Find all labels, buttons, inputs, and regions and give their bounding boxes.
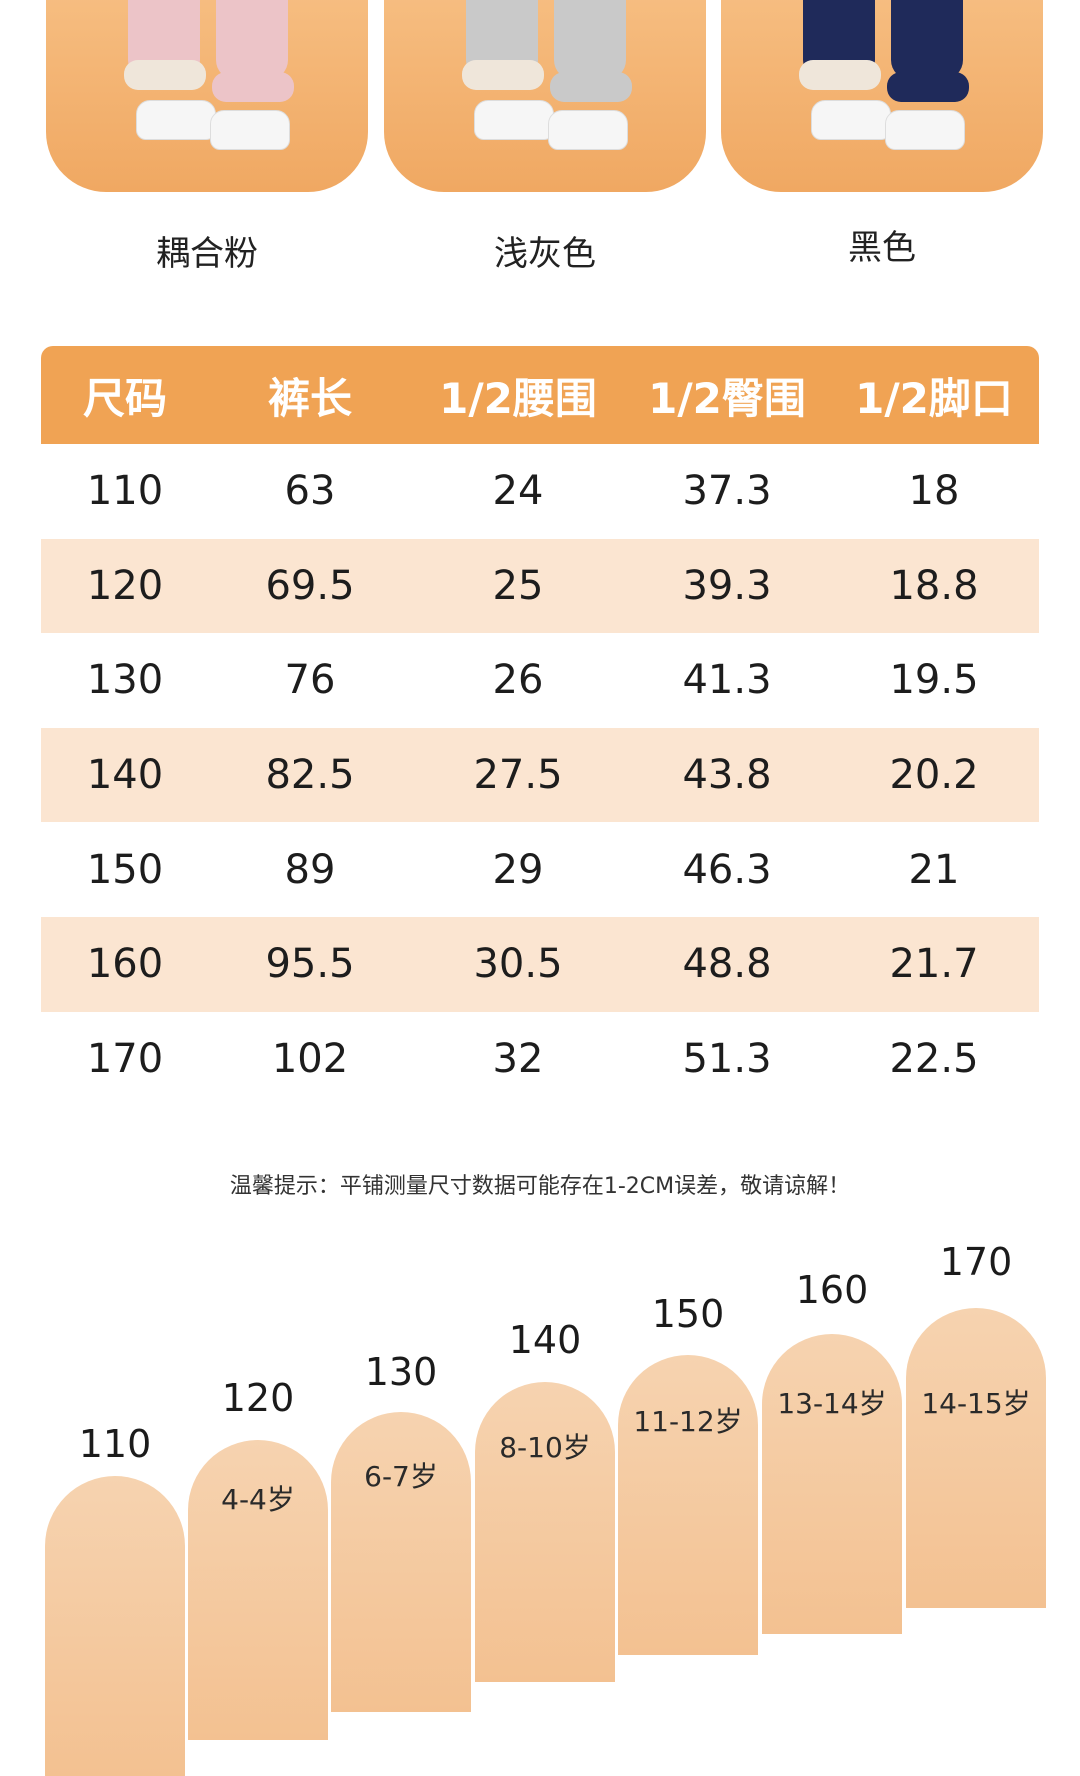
- cell-hip: 48.8: [682, 941, 772, 988]
- cell-hem: 21.7: [889, 941, 979, 988]
- cell-hip: 51.3: [682, 1035, 772, 1082]
- cell-size: 170: [86, 1035, 164, 1082]
- cell-hip: 37.3: [682, 468, 772, 515]
- step-size-label: 130: [364, 1350, 438, 1394]
- table-row: 160 95.5 30.5 48.8 21.7: [41, 916, 1039, 1012]
- step-size-label: 170: [939, 1240, 1013, 1284]
- cell-waist: 30.5: [473, 941, 563, 988]
- step-size-label: 150: [651, 1292, 725, 1336]
- cell-size: 110: [86, 468, 164, 515]
- product-card[interactable]: [46, 0, 368, 192]
- cell-length: 89: [284, 846, 336, 893]
- table-row: 150 89 29 46.3 21: [41, 822, 1039, 917]
- cell-waist: 29: [492, 846, 544, 893]
- size-step-block: [45, 1476, 185, 1776]
- cell-waist: 26: [492, 657, 544, 704]
- step-size-label: 120: [221, 1376, 295, 1420]
- gray-pants-image: [384, 0, 706, 192]
- product-color-label: 浅灰色: [494, 234, 596, 274]
- cell-length: 82.5: [265, 752, 355, 799]
- cell-waist: 24: [492, 468, 544, 515]
- cell-length: 102: [271, 1035, 349, 1082]
- cell-hem: 22.5: [889, 1035, 979, 1082]
- step-age-label: 4-4岁: [221, 1483, 295, 1516]
- cell-size: 150: [86, 846, 164, 893]
- cell-hem: 20.2: [889, 752, 979, 799]
- header-length: 裤长: [267, 373, 352, 423]
- navy-pants-image: [721, 0, 1043, 192]
- cell-length: 76: [284, 657, 336, 704]
- header-hem: 1/2脚口: [855, 373, 1013, 423]
- product-card[interactable]: [721, 0, 1043, 192]
- step-age-label: 11-12岁: [633, 1405, 743, 1438]
- step-size-label: 160: [795, 1268, 869, 1312]
- step-age-label: 14-15岁: [921, 1387, 1031, 1420]
- cell-hip: 41.3: [682, 657, 772, 704]
- cell-hem: 19.5: [889, 657, 979, 704]
- table-row: 110 63 24 37.3 18: [41, 444, 1039, 539]
- cell-size: 160: [86, 941, 164, 988]
- measurement-note: 温馨提示：平铺测量尺寸数据可能存在1-2CM误差，敬请谅解！: [229, 1174, 851, 1199]
- size-step-block: [762, 1334, 902, 1634]
- cell-length: 69.5: [265, 562, 355, 609]
- cell-waist: 27.5: [473, 752, 563, 799]
- cell-hip: 39.3: [682, 562, 772, 609]
- step-size-label: 140: [508, 1318, 582, 1362]
- table-row: 140 82.5 27.5 43.8 20.2: [41, 727, 1039, 823]
- table-row: 170 102 32 51.3 22.5: [41, 1012, 1039, 1107]
- cell-length: 95.5: [265, 941, 355, 988]
- header-hip: 1/2臀围: [648, 373, 806, 423]
- step-age-label: 13-14岁: [777, 1387, 887, 1420]
- step-age-label: 6-7岁: [364, 1460, 438, 1493]
- product-color-label: 耦合粉: [156, 234, 258, 274]
- cell-hem: 21: [908, 846, 960, 893]
- cell-hip: 43.8: [682, 752, 772, 799]
- pink-pants-image: [46, 0, 368, 192]
- cell-hip: 46.3: [682, 846, 772, 893]
- size-table-header: 尺码 裤长 1/2腰围 1/2臀围 1/2脚口: [41, 346, 1039, 444]
- size-table: 尺码 裤长 1/2腰围 1/2臀围 1/2脚口 110 63 24 37.3 18 120…: [41, 346, 1039, 1106]
- product-card[interactable]: [384, 0, 706, 192]
- header-size: 尺码: [82, 373, 167, 423]
- header-waist: 1/2腰围: [439, 373, 597, 423]
- cell-size: 120: [86, 562, 164, 609]
- cell-length: 63: [284, 468, 336, 515]
- table-row: 130 76 26 41.3 19.5: [41, 633, 1039, 728]
- product-color-label: 黑色: [848, 228, 916, 268]
- table-row: 120 69.5 25 39.3 18.8: [41, 538, 1039, 634]
- cell-waist: 32: [492, 1035, 544, 1082]
- step-size-label: 110: [78, 1422, 152, 1466]
- cell-waist: 25: [492, 562, 544, 609]
- step-age-label: 8-10岁: [499, 1431, 591, 1464]
- cell-hem: 18.8: [889, 562, 979, 609]
- cell-size: 130: [86, 657, 164, 704]
- cell-hem: 18: [908, 468, 960, 515]
- cell-size: 140: [86, 752, 164, 799]
- size-step-block: [906, 1308, 1046, 1608]
